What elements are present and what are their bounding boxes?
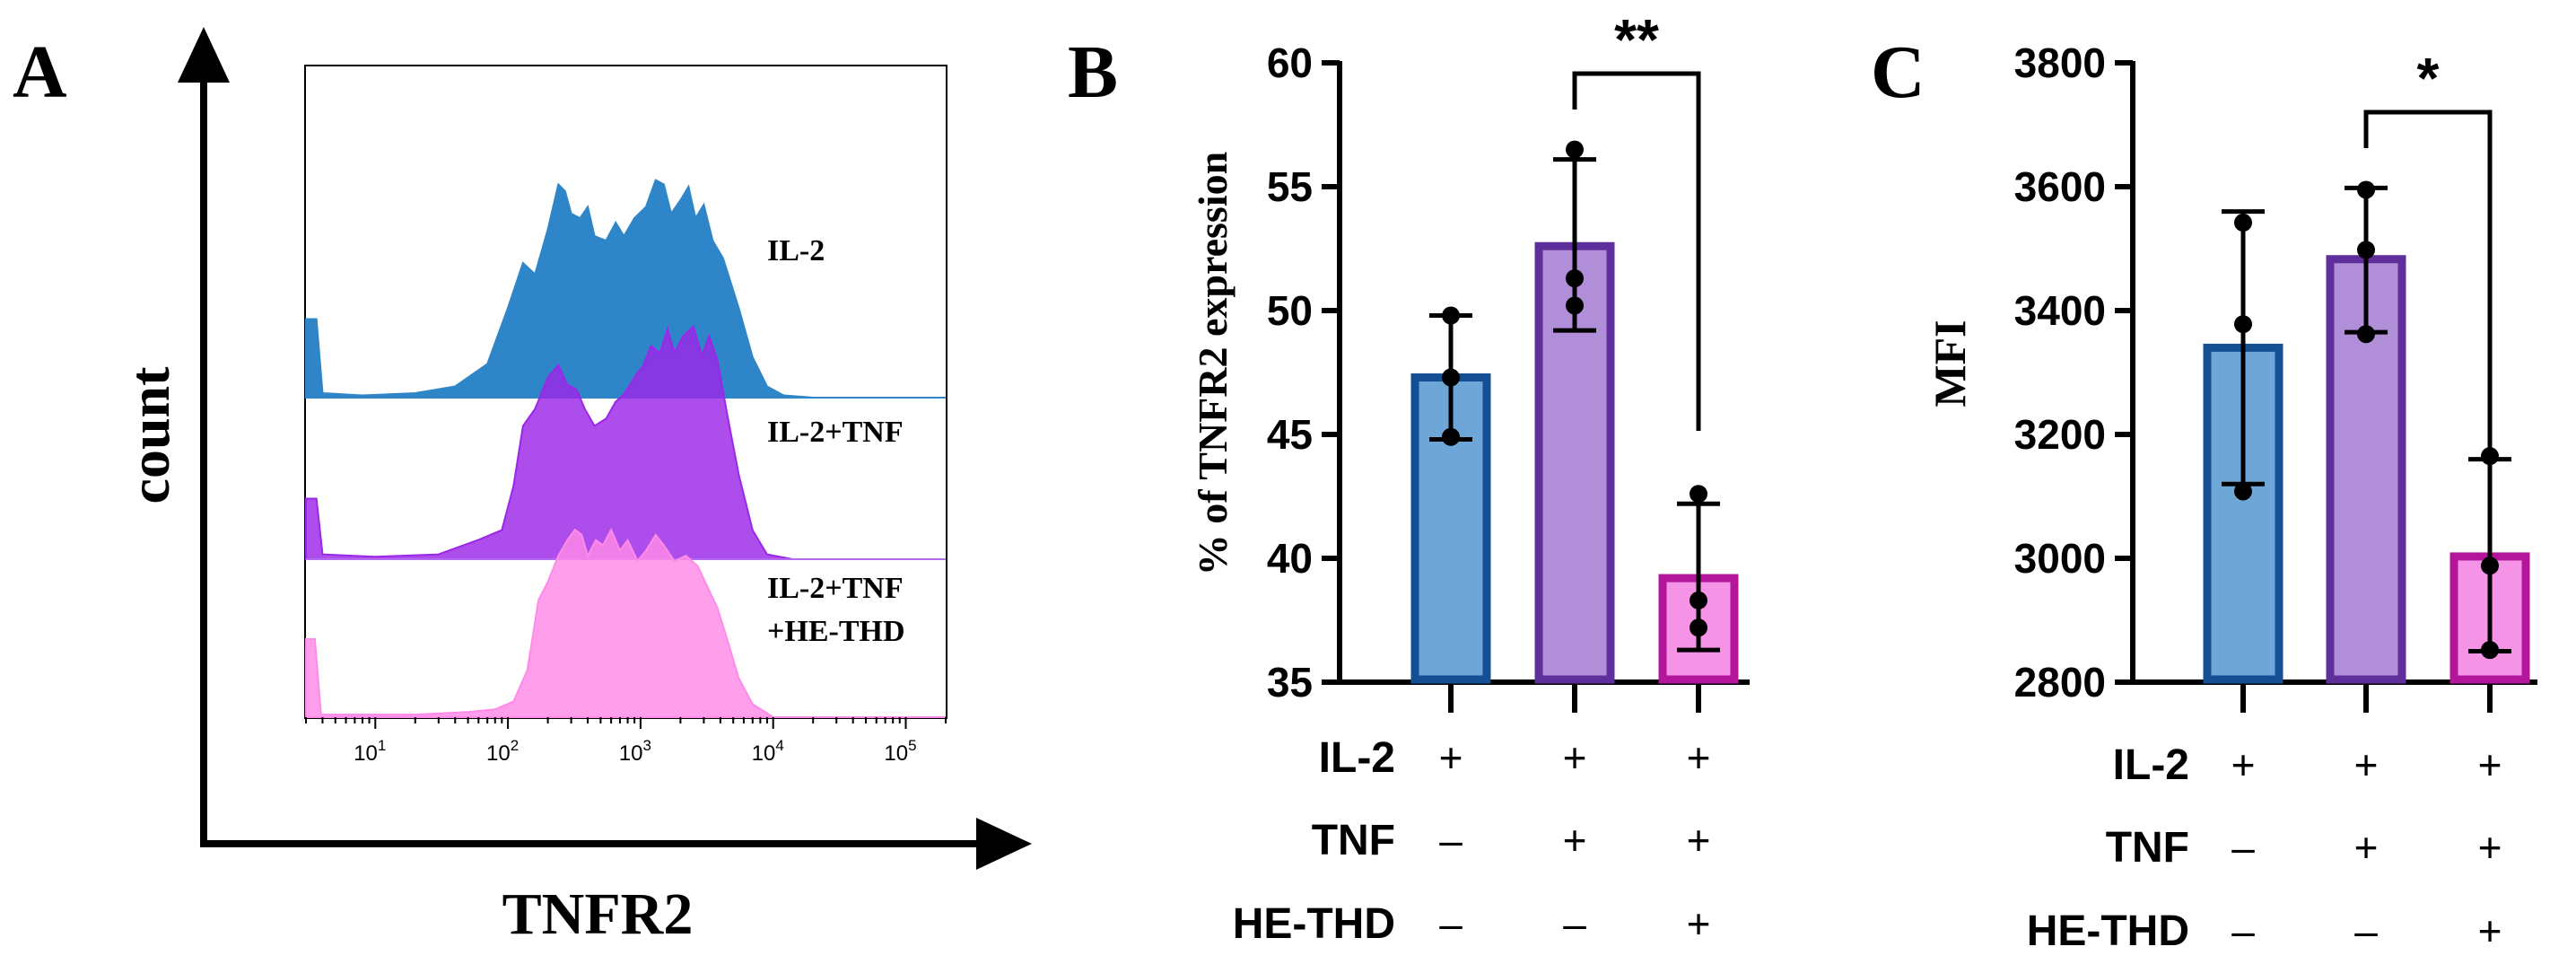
panel-b-condition-mark: + (1563, 734, 1587, 781)
panel-b-condition-mark: + (1687, 900, 1711, 947)
panel-b-condition-mark: + (1563, 817, 1587, 863)
panel-b-condition-mark: + (1687, 817, 1711, 863)
panel-c-data-point (2481, 447, 2499, 466)
histogram-label-il-2-tnf: IL-2+TNF (767, 416, 904, 449)
panel-b-y-tick-label: 35 (1267, 659, 1313, 706)
panel-c-data-point (2357, 180, 2375, 199)
panel-c-significance-bracket (2363, 110, 2493, 453)
panel-c-data-point (2357, 241, 2375, 259)
panel-c-y-tick-label: 2800 (2014, 659, 2106, 706)
panel-a: A count TNFR2 IL-2 IL-2+TNF IL-2+TNF +HE-TH… (13, 27, 1032, 947)
panel-a-x-arrowhead (976, 818, 1032, 870)
panel-c-condition-label-tnf: TNF (2106, 824, 2189, 872)
panel-b-condition-mark: + (1687, 734, 1711, 781)
histogram-label-il-2: IL-2 (767, 234, 825, 267)
histogram-x-tick-label: 103 (619, 737, 651, 766)
panel-c-condition-mark: – (2231, 907, 2255, 954)
panel-c-condition-mark: – (2231, 824, 2255, 871)
panel-a-label: A (13, 31, 67, 114)
panel-b-data-point (1442, 427, 1460, 446)
histogram-label-il-2-tnf-he-thd: +HE-THD (767, 615, 905, 648)
panel-b-condition-label-he-thd: HE-THD (1233, 900, 1395, 948)
panel-c-y-tick-label: 3600 (2014, 163, 2106, 210)
panel-b-data-point (1566, 140, 1584, 159)
panel-b-label: B (1068, 31, 1118, 114)
panel-c-y-tick-label: 3000 (2014, 535, 2106, 582)
panel-a-ylabel: count (118, 366, 181, 504)
panel-c-condition-label-he-thd: HE-THD (2027, 907, 2189, 955)
panel-c-condition-mark: + (2478, 907, 2502, 954)
panel-c-condition-mark: + (2354, 741, 2379, 788)
panel-c-data-point (2481, 641, 2499, 660)
panel-b-data-point (1690, 618, 1707, 637)
panel-a-xlabel: TNFR2 (502, 881, 694, 947)
panel-b-data-point (1690, 591, 1707, 609)
panel-a-y-arrowhead (178, 27, 230, 83)
panel-c-data-point (2234, 214, 2252, 232)
panel-a-axes (178, 27, 1032, 870)
histogram-x-ticks (305, 717, 947, 729)
panel-c-y-tick-label: 3200 (2014, 411, 2106, 458)
histogram-label-il-2-tnf-he-thd: IL-2+TNF (767, 572, 904, 605)
panel-b-condition-label-il-2: IL-2 (1319, 734, 1395, 782)
panel-b: B % of TNFR2 expression 35 40 45 50 55 60 ** IL… (1068, 7, 1750, 948)
panel-b-data-point (1566, 296, 1584, 315)
histogram-il-2-tnf-he-thd (305, 527, 946, 718)
panel-c-data-point (2234, 315, 2252, 334)
panel-c-y-tick-label: 3400 (2014, 287, 2106, 334)
histogram-il-2-tnf (305, 324, 946, 560)
panel-c-condition-label-il-2: IL-2 (2113, 741, 2189, 789)
panel-c-data-point (2357, 325, 2375, 344)
panel-b-y-tick-label: 60 (1267, 39, 1313, 86)
panel-b-condition-mark: – (1439, 900, 1463, 947)
histogram-x-tick-label: 104 (752, 737, 784, 766)
panel-b-data-point (1566, 269, 1584, 288)
panel-b-y-tick-label: 45 (1267, 411, 1313, 458)
panel-c-condition-mark: + (2478, 824, 2502, 871)
panel-b-condition-mark: – (1439, 817, 1463, 863)
panel-b-y-tick-label: 40 (1267, 535, 1313, 582)
panel-b-data-point (1442, 368, 1460, 387)
panel-c-ylabel: MFI (1925, 320, 1975, 407)
panel-b-significance-bracket (1572, 71, 1701, 431)
histogram-il-2 (305, 179, 946, 399)
panel-b-y-tick-label: 50 (1267, 287, 1313, 334)
panel-b-condition-label-tnf: TNF (1312, 817, 1395, 864)
histogram-x-tick-label: 101 (354, 737, 386, 766)
panel-b-condition-mark: – (1563, 900, 1586, 947)
histogram-x-tick-label: 102 (486, 737, 519, 766)
histogram-plot: IL-2 IL-2+TNF IL-2+TNF +HE-THD 101 102 103 104 1… (305, 179, 947, 766)
panel-b-condition-mark: + (1439, 734, 1463, 781)
panel-c-data-point (2481, 557, 2499, 575)
panel-b-ylabel: % of TNFR2 expression (1190, 152, 1236, 575)
panel-b-data-point (1442, 306, 1460, 325)
histogram-x-tick-label: 105 (884, 737, 916, 766)
panel-c-data-point (2234, 482, 2252, 501)
panel-c-significance-label: * (2417, 46, 2440, 110)
panel-c-condition-mark: + (2231, 741, 2256, 788)
panel-c-condition-mark: + (2354, 824, 2379, 871)
panel-c-condition-mark: + (2478, 741, 2502, 788)
panel-c-label: C (1871, 31, 1925, 114)
panel-c: C MFI 2800 3000 3200 3400 3600 3800 * IL-2 + + + TN… (1871, 31, 2537, 955)
panel-b-significance-label: ** (1614, 7, 1659, 72)
panel-c-condition-mark: – (2354, 907, 2378, 954)
panel-b-data-point (1690, 485, 1707, 504)
panel-b-y-tick-label: 55 (1267, 163, 1313, 210)
panel-c-y-tick-label: 3800 (2014, 39, 2106, 86)
